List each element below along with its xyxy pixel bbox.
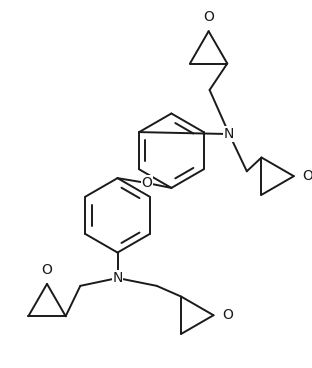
Text: O: O: [222, 308, 233, 322]
Text: O: O: [41, 263, 52, 277]
Text: O: O: [302, 169, 312, 183]
Text: N: N: [112, 271, 123, 285]
Text: N: N: [224, 127, 234, 141]
Text: O: O: [141, 176, 152, 190]
Text: O: O: [203, 10, 214, 24]
